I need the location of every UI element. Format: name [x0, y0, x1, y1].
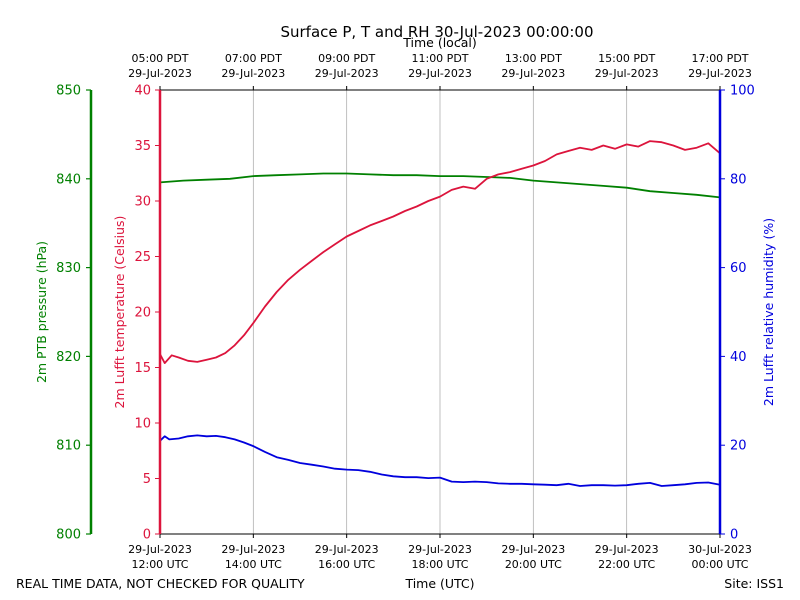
humidity-tick-label: 0 [730, 528, 738, 543]
top-tick-label: 29-Jul-2023 [408, 67, 472, 80]
humidity-axis-label: 2m Lufft relative humidity (%) [761, 218, 776, 406]
humidity-tick-label: 100 [730, 84, 755, 99]
bottom-tick-label: 29-Jul-2023 [315, 543, 379, 556]
pressure-tick-label: 830 [56, 261, 81, 276]
pressure-tick-label: 850 [56, 84, 81, 99]
top-tick-label: 29-Jul-2023 [595, 67, 659, 80]
series-layer [159, 140, 721, 487]
bottom-axis-label: Time (UTC) [404, 576, 474, 591]
humidity-tick-label: 60 [730, 261, 747, 276]
top-tick-label: 29-Jul-2023 [688, 67, 752, 80]
quality-note: REAL TIME DATA, NOT CHECKED FOR QUALITY [16, 576, 305, 591]
top-tick-label: 29-Jul-2023 [221, 67, 285, 80]
top-tick-label: 17:00 PDT [691, 52, 748, 65]
pressure-tick-label: 840 [56, 172, 81, 187]
top-axis-label: Time (local) [402, 35, 476, 50]
temperature-tick-label: 30 [134, 195, 151, 210]
pressure-tick-label: 800 [56, 528, 81, 543]
top-tick-label: 29-Jul-2023 [501, 67, 565, 80]
temperature-tick-label: 20 [134, 306, 151, 321]
temperature-tick-label: 10 [134, 417, 151, 432]
pressure-series-line [159, 172, 721, 199]
humidity-tick-label: 40 [730, 350, 747, 365]
humidity-tick-label: 80 [730, 172, 747, 187]
temperature-tick-label: 15 [134, 361, 151, 376]
bottom-tick-label: 20:00 UTC [505, 558, 562, 571]
pressure-tick-label: 820 [56, 350, 81, 365]
bottom-tick-label: 29-Jul-2023 [128, 543, 192, 556]
temperature-tick-label: 25 [134, 250, 151, 265]
temperature-tick-label: 40 [134, 84, 151, 99]
temperature-series-line [159, 140, 721, 365]
bottom-tick-label: 29-Jul-2023 [595, 543, 659, 556]
pressure-axis-label: 2m PTB pressure (hPa) [34, 241, 49, 383]
bottom-tick-label: 14:00 UTC [225, 558, 282, 571]
humidity-series-line [159, 434, 721, 487]
site-label: Site: ISS1 [724, 576, 784, 591]
top-tick-label: 13:00 PDT [505, 52, 562, 65]
ticks-layer: 29-Jul-2023 12:00 UTC 29-Jul-2023 14:00 UTC… [56, 52, 755, 571]
bottom-tick-label: 29-Jul-2023 [501, 543, 565, 556]
bottom-tick-label: 12:00 UTC [131, 558, 188, 571]
top-tick-label: 29-Jul-2023 [315, 67, 379, 80]
bottom-tick-label: 18:00 UTC [411, 558, 468, 571]
pressure-tick-label: 810 [56, 439, 81, 454]
temperature-tick-label: 0 [143, 528, 151, 543]
humidity-tick-label: 20 [730, 439, 747, 454]
top-tick-label: 09:00 PDT [318, 52, 375, 65]
top-tick-label: 29-Jul-2023 [128, 67, 192, 80]
bottom-tick-label: 16:00 UTC [318, 558, 375, 571]
temperature-tick-label: 5 [143, 472, 151, 487]
bottom-tick-label: 00:00 UTC [691, 558, 748, 571]
bottom-tick-label: 22:00 UTC [598, 558, 655, 571]
top-tick-label: 11:00 PDT [411, 52, 468, 65]
temperature-tick-label: 35 [134, 139, 151, 154]
temperature-axis-label: 2m Lufft temperature (Celsius) [112, 216, 127, 409]
top-tick-label: 15:00 PDT [598, 52, 655, 65]
vertical-gridlines [252, 90, 628, 534]
bottom-tick-label: 30-Jul-2023 [688, 543, 752, 556]
bottom-tick-label: 29-Jul-2023 [221, 543, 285, 556]
top-tick-label: 05:00 PDT [131, 52, 188, 65]
top-tick-label: 07:00 PDT [225, 52, 282, 65]
chart-title: Surface P, T and RH 30-Jul-2023 00:00:00 [280, 23, 593, 41]
bottom-tick-label: 29-Jul-2023 [408, 543, 472, 556]
